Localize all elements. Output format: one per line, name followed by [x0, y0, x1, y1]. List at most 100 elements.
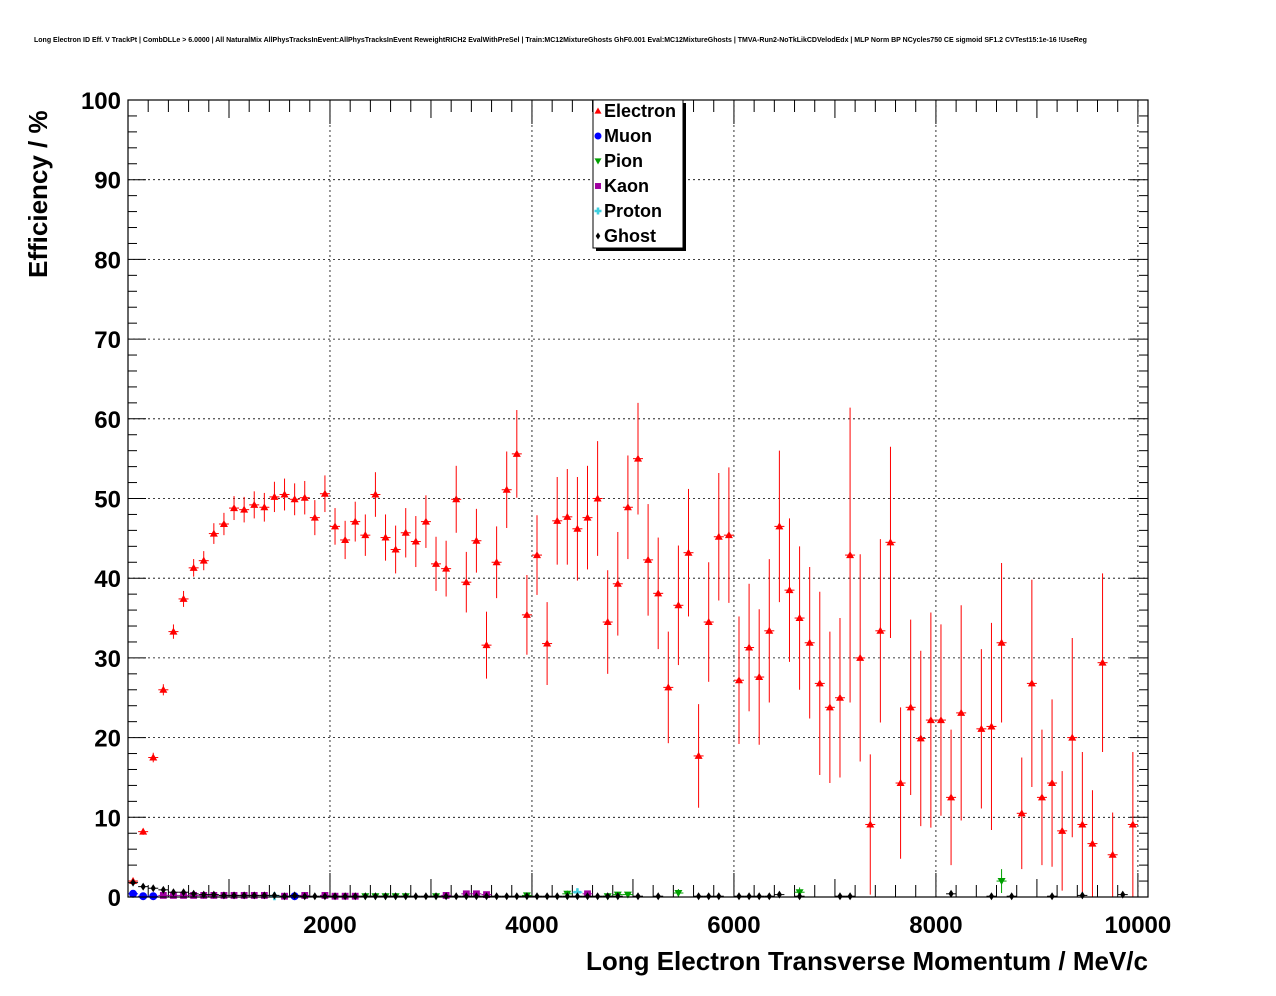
electron-point [583, 513, 592, 521]
electron-point [300, 493, 309, 501]
electron-point [1068, 733, 1077, 741]
electron-point [219, 520, 228, 528]
ghost-point [796, 892, 803, 901]
electron-point [512, 449, 521, 457]
electron-point [724, 531, 733, 539]
ghost-point [372, 892, 379, 901]
electron-point [825, 703, 834, 711]
electron-point [159, 685, 168, 693]
x-tick-labels: 2000 4000 6000 8000 10000 [303, 912, 1171, 939]
ghost-point [342, 892, 348, 901]
electron-point [1037, 793, 1046, 801]
electron-point [280, 490, 289, 498]
electron-point [351, 517, 360, 525]
ghost-point [615, 892, 621, 901]
electron-point [371, 490, 380, 498]
electron-point [1017, 809, 1026, 817]
muon-legend-marker [594, 132, 602, 140]
electron-point [765, 626, 774, 634]
ghost-point [1079, 891, 1085, 900]
electron-point [704, 618, 713, 626]
y-tick-label: 70 [94, 327, 121, 354]
ghost-point [403, 892, 409, 901]
legend-box [592, 99, 684, 249]
electron-point [533, 551, 542, 559]
ghost-point [706, 892, 712, 901]
electron-point [835, 693, 844, 701]
electron-point [563, 512, 572, 520]
electron-point [199, 556, 208, 564]
electron-point [179, 594, 188, 602]
ghost-point [170, 888, 177, 897]
ghost-point [1009, 892, 1015, 901]
ghost-point [595, 892, 601, 901]
ghost-point [261, 891, 267, 900]
ghost-point [362, 892, 368, 901]
electron-point [987, 722, 996, 730]
electron-point [411, 537, 420, 545]
ghost-legend-marker [595, 232, 601, 240]
electron-point [674, 601, 683, 609]
ghost-point [473, 892, 480, 901]
kaon-legend-marker [595, 183, 601, 189]
electron-point [947, 793, 956, 801]
electron-point [522, 610, 531, 618]
pion-point [674, 890, 683, 898]
ghost-point [180, 888, 187, 897]
y-tick-label: 40 [94, 566, 121, 593]
electron-point [472, 536, 481, 544]
y-axis-title: Efficiency / % [23, 110, 53, 278]
data-series [128, 402, 1138, 901]
electron-point [149, 753, 158, 761]
ghost-point [423, 892, 429, 901]
ghost-point [494, 892, 500, 901]
electron-point [795, 614, 804, 622]
electron-point [421, 517, 430, 525]
legend: Electron Muon Pion Kaon Proton Ghost [592, 99, 686, 251]
ghost-point [160, 885, 166, 894]
electron-point [1128, 820, 1137, 828]
electron-point [684, 548, 693, 556]
electron-point [432, 559, 441, 567]
electron-point [906, 703, 915, 711]
electron-point [936, 716, 945, 724]
electron-point [896, 779, 905, 787]
ghost-point [564, 892, 570, 901]
ghost-point [695, 892, 702, 901]
electron-point [320, 489, 329, 497]
electron-point [391, 545, 400, 553]
electron-point [977, 724, 986, 732]
electron-point [139, 827, 148, 835]
ghost-point [393, 892, 399, 901]
ghost-point [766, 892, 772, 901]
electron-series [128, 402, 1138, 897]
ghost-point [140, 882, 146, 891]
y-tick-label: 90 [94, 168, 121, 195]
ghost-point [847, 892, 853, 901]
ghost-legend-label: Ghost [604, 226, 656, 246]
ghost-point [1120, 890, 1126, 899]
muon-point [149, 892, 158, 901]
electron-point [331, 522, 340, 530]
ghost-point [554, 892, 560, 901]
ghost-point [322, 892, 328, 901]
x-tick-label: 4000 [505, 912, 558, 939]
kaon-legend-label: Kaon [604, 176, 649, 196]
y-tick-label: 60 [94, 407, 121, 434]
electron-point [886, 538, 895, 546]
electron-point [714, 532, 723, 540]
electron-point [310, 513, 319, 521]
ghost-point [584, 892, 591, 901]
ghost-point [281, 892, 288, 901]
muon-point [129, 889, 138, 898]
electron-point [169, 627, 178, 635]
electron-point [553, 516, 562, 524]
kaon-point [159, 892, 167, 899]
electron-point [1058, 826, 1067, 834]
electron-point [573, 524, 582, 532]
electron-point [452, 495, 461, 503]
electron-point [997, 638, 1006, 646]
electron-point [1088, 839, 1097, 847]
ghost-point [463, 892, 469, 901]
y-tick-label: 20 [94, 726, 121, 753]
